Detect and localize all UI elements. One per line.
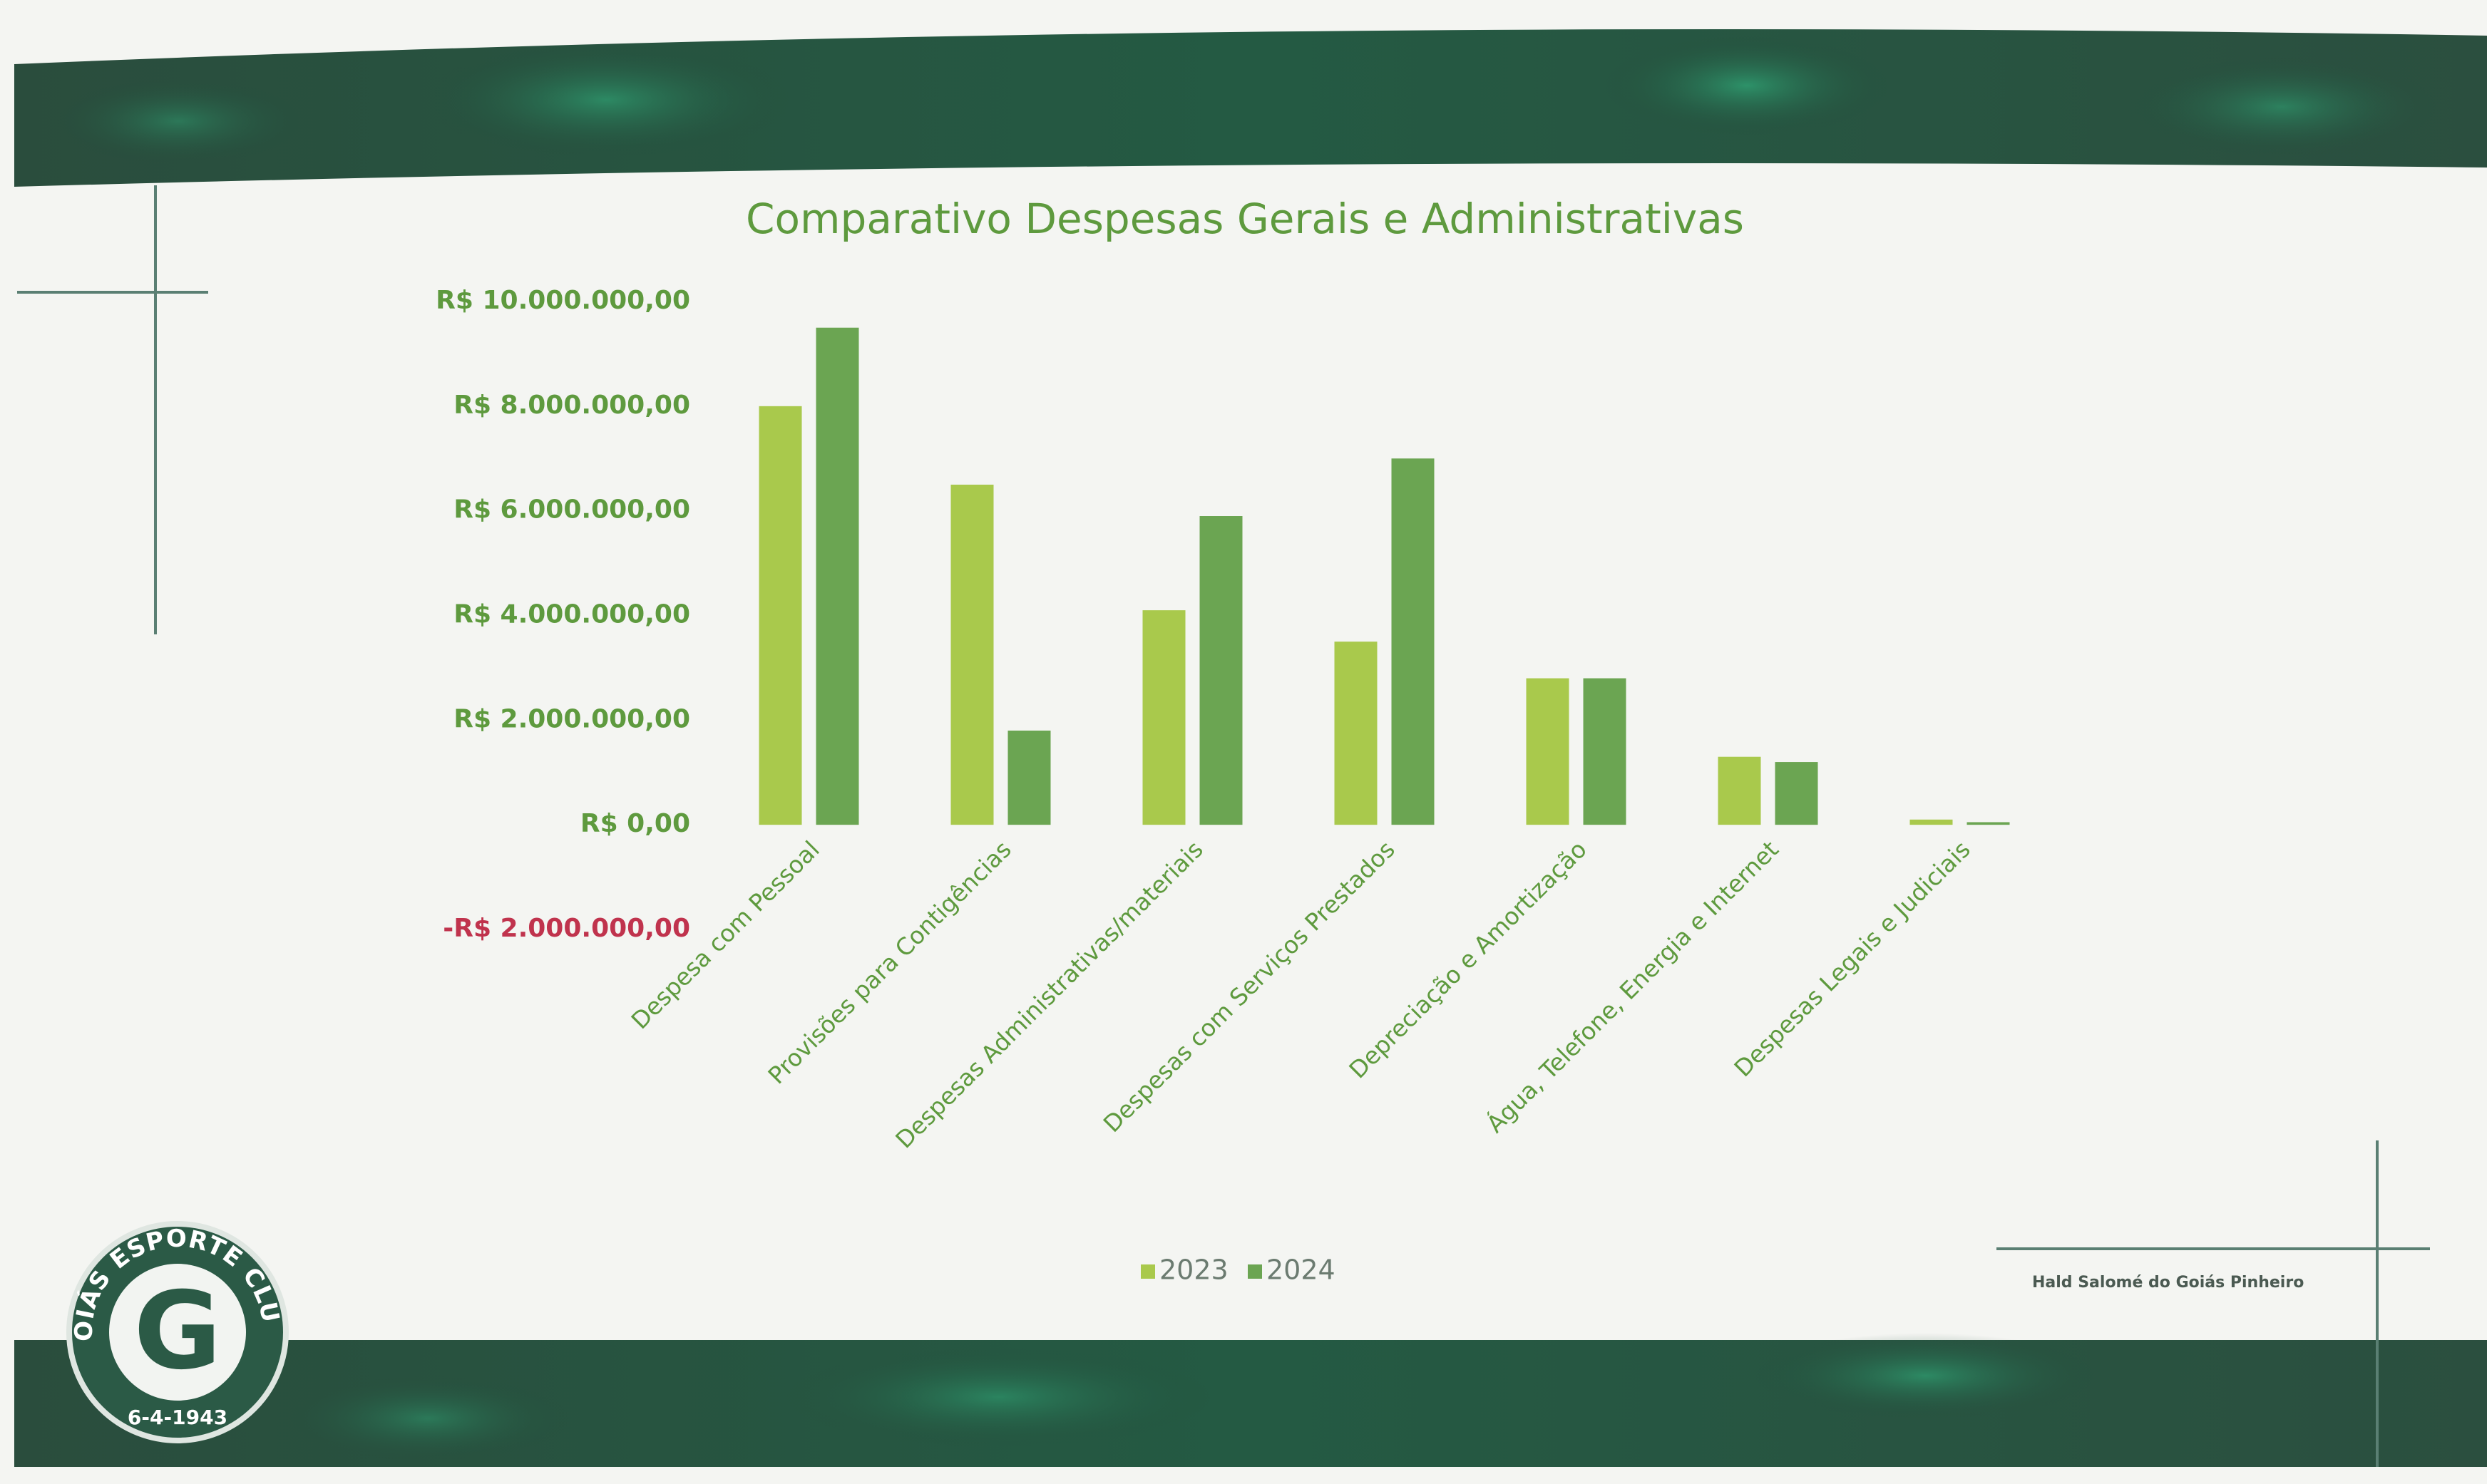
bar bbox=[1583, 678, 1626, 825]
legend-swatch bbox=[1141, 1264, 1155, 1279]
y-tick-label: -R$ 2.000.000,00 bbox=[443, 914, 690, 943]
y-tick-label: R$ 6.000.000,00 bbox=[453, 495, 690, 525]
bar bbox=[1909, 819, 1953, 825]
y-tick-label: R$ 0,00 bbox=[580, 809, 690, 838]
bar bbox=[1718, 756, 1761, 825]
bar bbox=[1199, 516, 1243, 825]
legend-swatch bbox=[1248, 1264, 1262, 1279]
chart-title: Comparativo Despesas Gerais e Administra… bbox=[746, 195, 1744, 243]
y-tick-label: R$ 4.000.000,00 bbox=[453, 600, 690, 629]
bar bbox=[759, 406, 802, 825]
legend-label: 2023 bbox=[1159, 1254, 1229, 1286]
bar bbox=[1526, 678, 1569, 825]
bottom-band bbox=[14, 1333, 2487, 1467]
y-tick-label: R$ 10.000.000,00 bbox=[436, 286, 690, 315]
y-tick-label: R$ 2.000.000,00 bbox=[453, 704, 690, 733]
bar bbox=[1007, 731, 1051, 825]
bar bbox=[1966, 822, 2010, 825]
bar bbox=[1142, 610, 1186, 825]
bar bbox=[1391, 458, 1435, 825]
bar bbox=[1775, 762, 1818, 825]
y-tick-label: R$ 8.000.000,00 bbox=[453, 391, 690, 420]
logo-letter: G bbox=[133, 1269, 221, 1393]
bar bbox=[816, 327, 859, 825]
decor-lines bbox=[17, 185, 2430, 1467]
logo-date: 6-4-1943 bbox=[128, 1406, 227, 1429]
legend: 2023 2024 bbox=[1141, 1254, 1335, 1286]
bar bbox=[950, 484, 994, 825]
signature: Hald Salomé do Goiás Pinheiro bbox=[2032, 1274, 2304, 1292]
bar bbox=[1334, 641, 1378, 825]
top-band bbox=[14, 29, 2487, 187]
legend-label: 2024 bbox=[1266, 1254, 1335, 1286]
